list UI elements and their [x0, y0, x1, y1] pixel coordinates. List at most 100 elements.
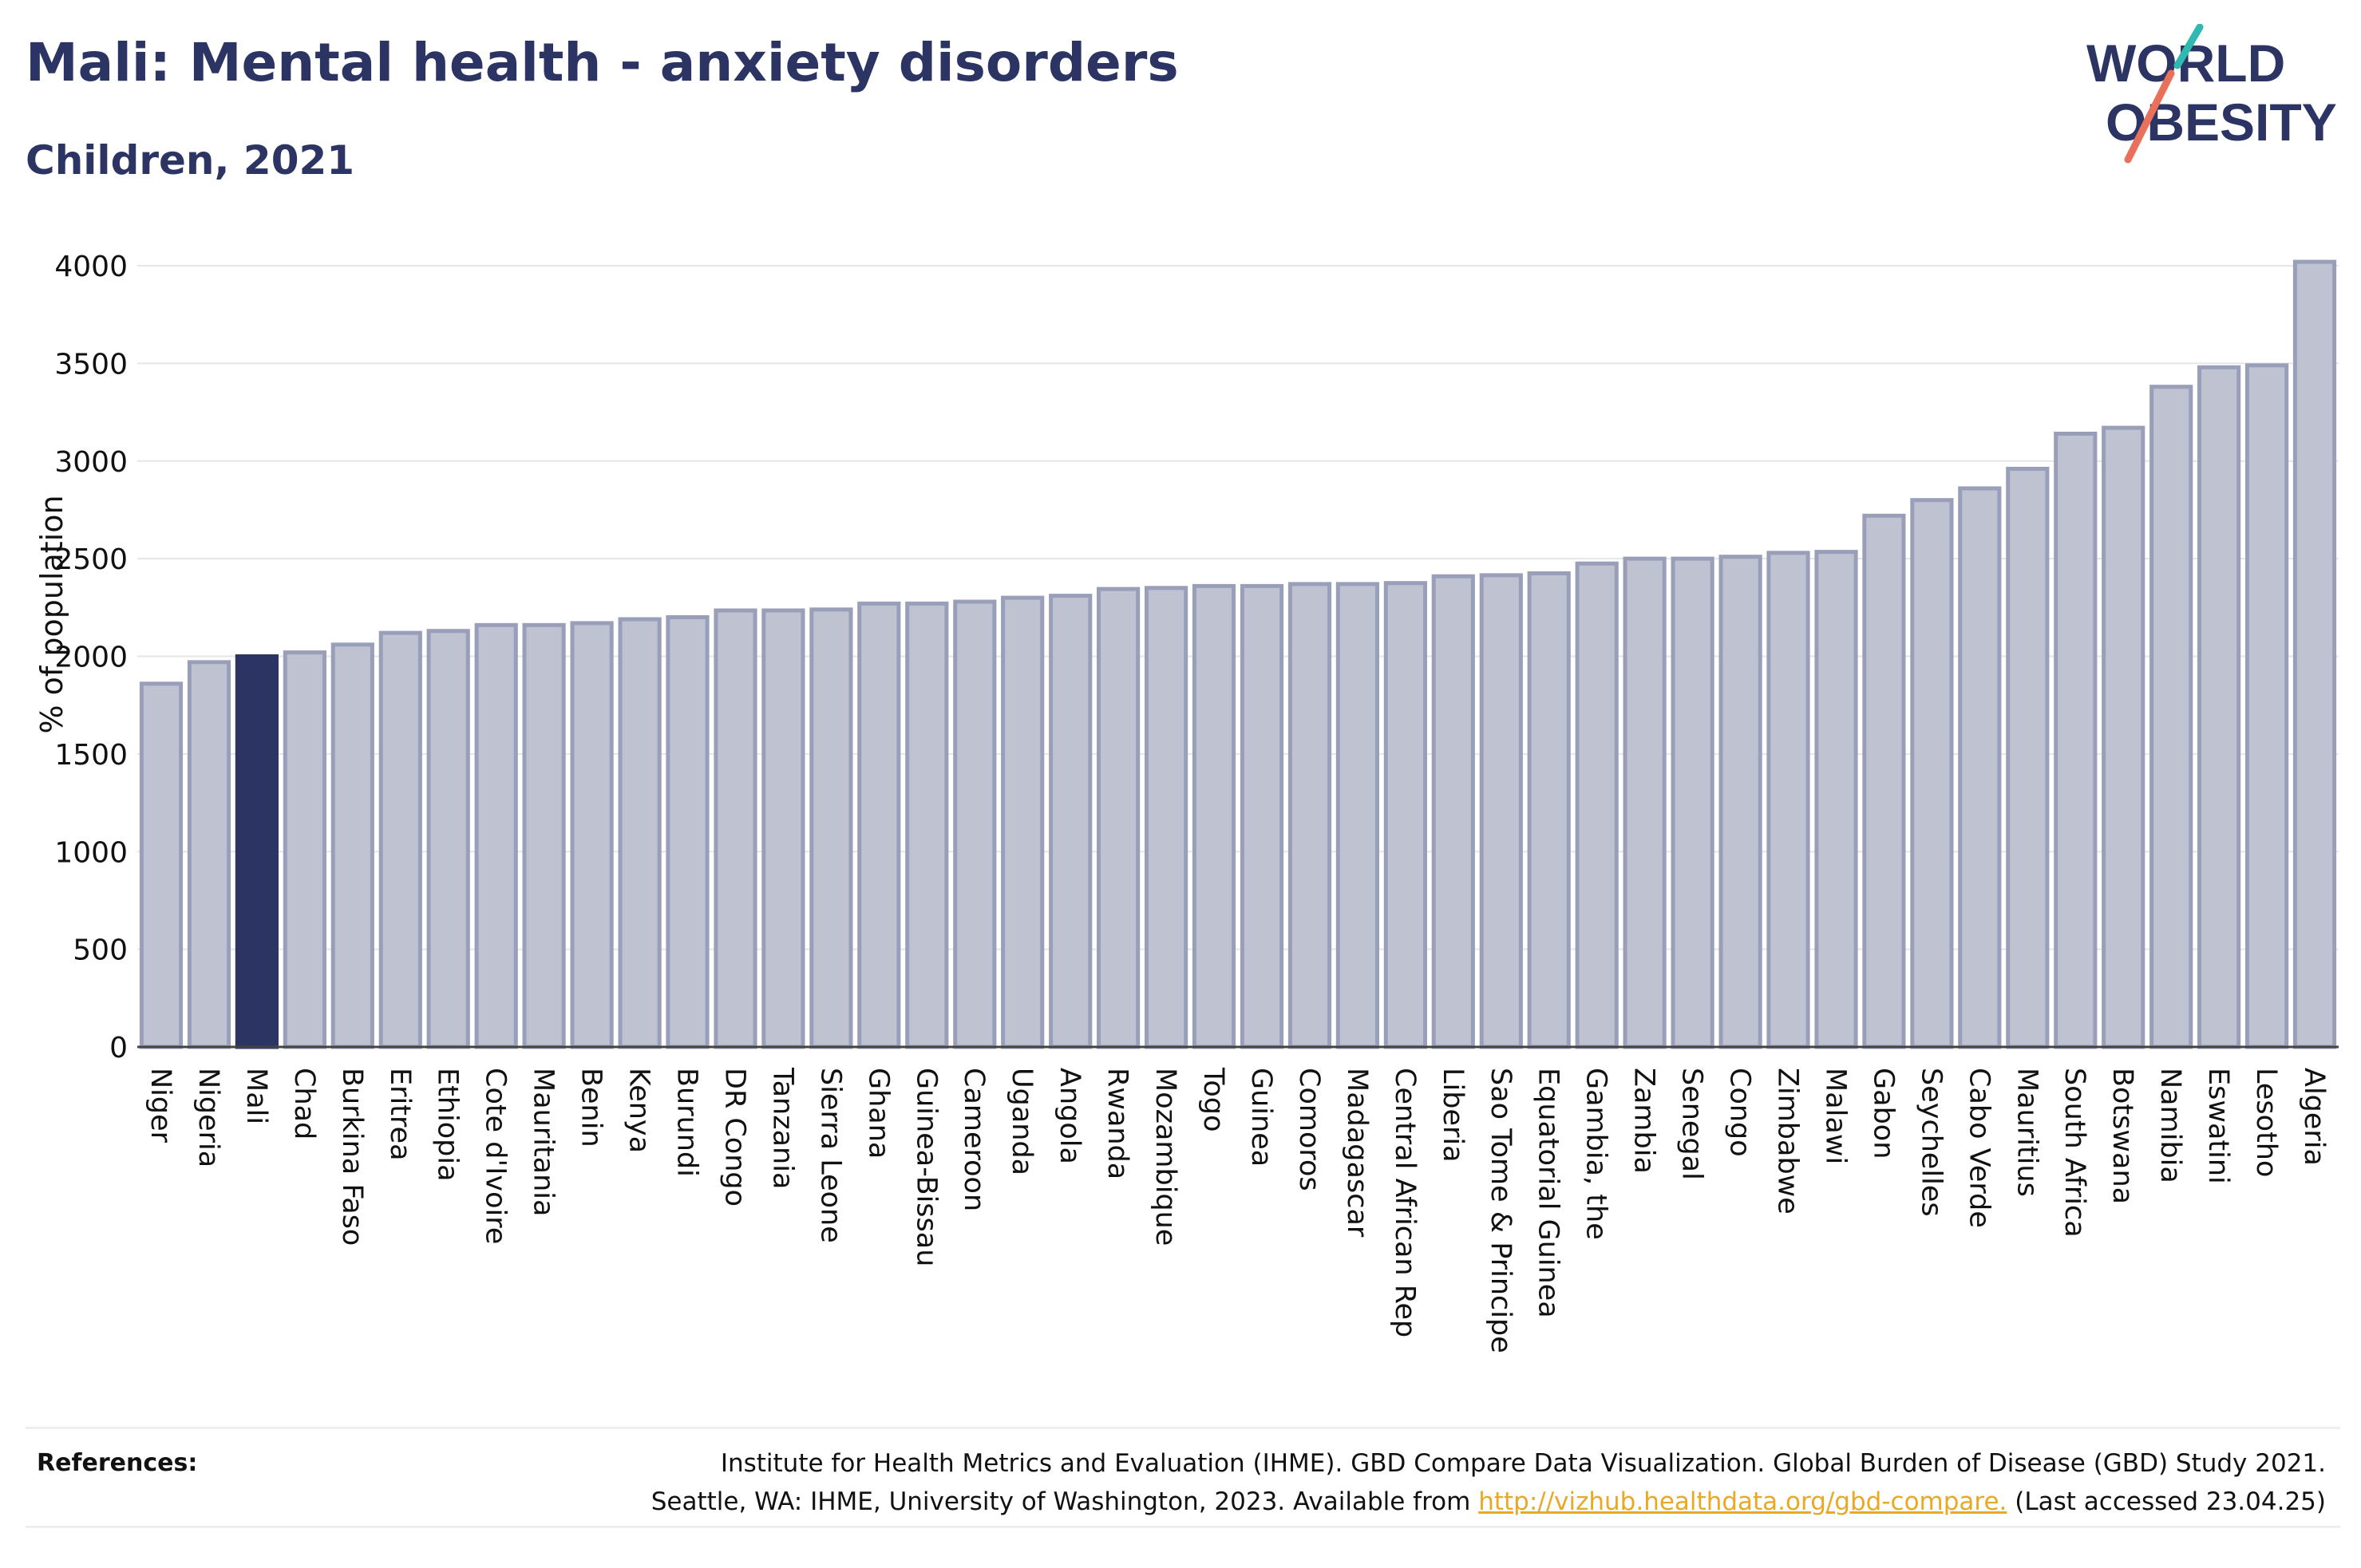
- chart-subtitle: Children, 2021: [26, 137, 355, 184]
- bar-central-african-rep[interactable]: [1383, 581, 1428, 1049]
- references-line-2-suffix: (Last accessed 23.04.25): [2007, 1487, 2326, 1516]
- y-tick-label: 1500: [54, 739, 128, 772]
- bar-south-africa[interactable]: [2054, 432, 2098, 1049]
- bar-uganda[interactable]: [1001, 595, 1045, 1049]
- y-tick-label: 1000: [54, 836, 128, 869]
- x-tick-label: Chad: [288, 1068, 320, 1139]
- bar-guinea[interactable]: [1240, 583, 1284, 1049]
- x-tick-label: Uganda: [1006, 1068, 1038, 1175]
- bar-cameroon[interactable]: [953, 599, 997, 1049]
- bar-kenya[interactable]: [618, 617, 662, 1049]
- bar-eswatini[interactable]: [2197, 365, 2241, 1049]
- bar-rwanda[interactable]: [1097, 587, 1141, 1049]
- y-tick-labels: 0 500 1000 1500 2000 2500 3000 3500 4000: [54, 251, 128, 1064]
- bar-seychelles[interactable]: [1910, 498, 1954, 1049]
- x-tick-label: Rwanda: [1101, 1068, 1133, 1179]
- references-text: Institute for Health Metrics and Evaluat…: [410, 1444, 2326, 1521]
- bar-ethiopia[interactable]: [426, 629, 470, 1049]
- x-tick-label: Benin: [575, 1068, 607, 1147]
- x-tick-label: South Africa: [2058, 1068, 2090, 1238]
- x-tick-label: Ghana: [862, 1068, 894, 1159]
- y-tick-label: 500: [73, 934, 128, 967]
- bar-zambia[interactable]: [1623, 556, 1667, 1049]
- bar-malawi[interactable]: [1814, 550, 1858, 1049]
- x-tick-label: Kenya: [623, 1068, 655, 1153]
- x-tick-label: Zambia: [1628, 1068, 1660, 1174]
- references-divider-bottom: [26, 1526, 2340, 1528]
- bar-guinea-bissau[interactable]: [905, 601, 949, 1049]
- x-tick-label: Mozambique: [1149, 1068, 1181, 1246]
- x-tick-label: Gabon: [1867, 1068, 1899, 1159]
- bar-eritrea[interactable]: [378, 630, 422, 1049]
- x-tick-label: Angola: [1054, 1068, 1086, 1164]
- bar-gabon[interactable]: [1862, 513, 1906, 1049]
- bar-cote-d-ivoire[interactable]: [474, 622, 518, 1049]
- x-tick-label: Cabo Verde: [1963, 1068, 1995, 1228]
- bar-botswana[interactable]: [2102, 425, 2145, 1049]
- bar-niger[interactable]: [139, 681, 184, 1049]
- y-tick-label: 0: [109, 1032, 128, 1064]
- bar-algeria[interactable]: [2292, 259, 2337, 1049]
- x-tick-label: Eswatini: [2202, 1068, 2234, 1184]
- bar-senegal[interactable]: [1671, 556, 1714, 1049]
- bar-zimbabwe[interactable]: [1766, 551, 1810, 1049]
- bar-equatorial-guinea[interactable]: [1527, 571, 1571, 1049]
- bar-congo[interactable]: [1718, 555, 1762, 1049]
- bar-cabo-verde[interactable]: [1958, 486, 2002, 1049]
- x-tick-label: Comoros: [1293, 1068, 1325, 1191]
- bar-lesotho[interactable]: [2245, 363, 2289, 1049]
- bar-gambia-the[interactable]: [1575, 561, 1619, 1049]
- x-tick-label: Zimbabwe: [1772, 1068, 1804, 1215]
- x-tick-label: Liberia: [1437, 1068, 1469, 1163]
- bar-nigeria[interactable]: [187, 660, 231, 1049]
- x-tick-label: Mauritania: [528, 1068, 560, 1216]
- x-tick-label: Togo: [1197, 1067, 1229, 1132]
- bar-sierra-leone[interactable]: [809, 607, 853, 1049]
- x-tick-label: Tanzania: [766, 1067, 798, 1189]
- bar-comoros[interactable]: [1287, 582, 1332, 1049]
- x-tick-label: Congo: [1724, 1068, 1756, 1157]
- references-line-2: Seattle, WA: IHME, University of Washing…: [410, 1483, 2326, 1521]
- x-tick-label: Madagascar: [1341, 1068, 1373, 1238]
- bar-madagascar[interactable]: [1335, 582, 1380, 1049]
- bars: [139, 259, 2337, 1049]
- y-axis-label: % of population: [34, 495, 69, 733]
- x-tick-label: Guinea: [1245, 1068, 1277, 1167]
- bar-mauritania[interactable]: [522, 622, 566, 1049]
- bar-benin[interactable]: [570, 621, 614, 1049]
- x-tick-label: Cameroon: [958, 1068, 990, 1211]
- x-tick-label: Malawi: [1820, 1068, 1852, 1164]
- bar-burkina-faso[interactable]: [330, 642, 374, 1049]
- world-obesity-logo[interactable]: WORLD OBESITY: [2083, 24, 2347, 168]
- x-tick-label: Mali: [240, 1068, 272, 1124]
- x-tick-label: Burundi: [671, 1068, 703, 1177]
- logo-line-1: WORLD: [2086, 34, 2285, 93]
- x-tick-label: Cote d'Ivoire: [480, 1068, 512, 1244]
- bar-namibia[interactable]: [2149, 385, 2193, 1049]
- y-tick-label: 2000: [54, 642, 128, 674]
- references-link[interactable]: http://vizhub.healthdata.org/gbd-compare…: [1478, 1487, 2007, 1516]
- x-tick-label: Guinea-Bissau: [910, 1068, 942, 1266]
- references-label: References:: [37, 1449, 198, 1477]
- bar-tanzania[interactable]: [761, 608, 805, 1049]
- y-tick-label: 4000: [54, 251, 128, 283]
- bar-angola[interactable]: [1049, 594, 1093, 1049]
- x-tick-label: Algeria: [2298, 1068, 2330, 1166]
- x-tick-label: Niger: [144, 1068, 176, 1143]
- bar-sao-tome-principe[interactable]: [1479, 573, 1523, 1049]
- bar-togo[interactable]: [1192, 583, 1236, 1049]
- bar-burundi[interactable]: [666, 615, 710, 1049]
- bar-mauritius[interactable]: [2006, 467, 2050, 1049]
- bar-dr-congo[interactable]: [714, 608, 757, 1049]
- bar-mozambique[interactable]: [1145, 586, 1188, 1049]
- bar-liberia[interactable]: [1431, 574, 1475, 1049]
- y-tick-label: 2500: [54, 543, 128, 576]
- x-tick-label: Seychelles: [1915, 1068, 1947, 1217]
- bar-mali[interactable]: [235, 654, 279, 1049]
- x-tick-label: Equatorial Guinea: [1532, 1068, 1564, 1318]
- bar-ghana[interactable]: [857, 601, 901, 1049]
- bar-chad[interactable]: [283, 650, 326, 1049]
- x-tick-label: Lesotho: [2250, 1068, 2282, 1177]
- x-tick-label: Burkina Faso: [336, 1068, 368, 1246]
